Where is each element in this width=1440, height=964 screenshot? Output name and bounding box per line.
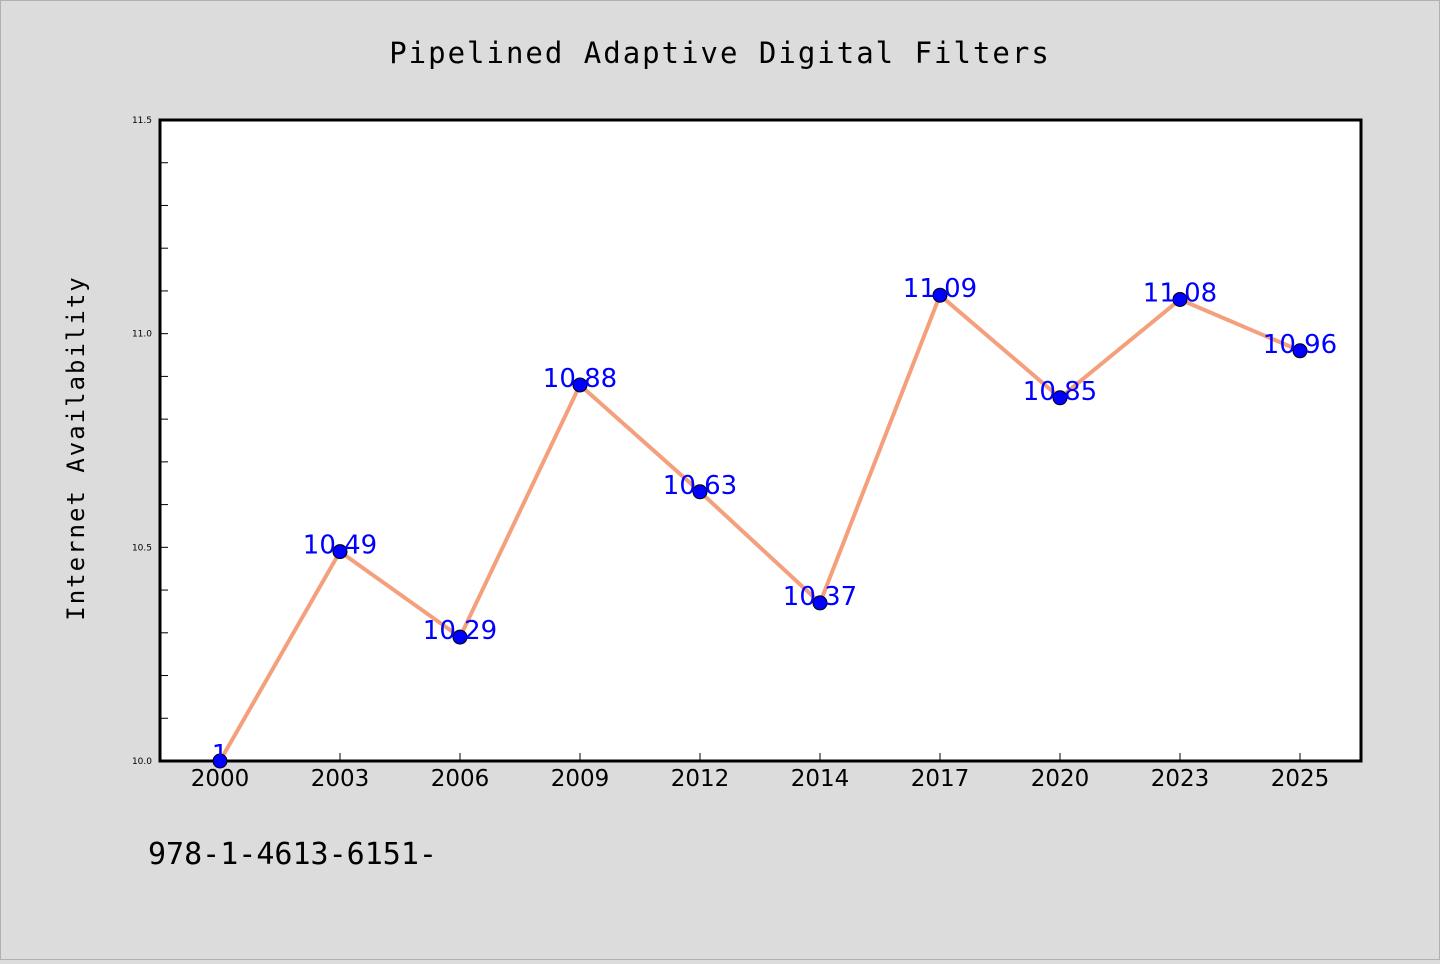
data-point [452, 629, 468, 645]
data-point [1172, 291, 1188, 307]
x-tick-label: 2014 [791, 766, 850, 792]
x-axis: 2000 2003 2006 2009 2012 2014 2017 2020 2023 2025 [191, 753, 1330, 792]
data-label: 10.85 [1023, 377, 1097, 407]
data-label: 10.29 [423, 616, 497, 646]
y-axis-label: Internet Availability [62, 275, 90, 620]
y-tick-label: 11.5 [132, 116, 152, 126]
data-point [932, 287, 948, 303]
y-axis: 10.0 10.5 11.0 11.5 [132, 116, 168, 767]
data-point [1052, 390, 1068, 406]
y-tick-label: 10.5 [132, 543, 152, 553]
data-label: 10.96 [1263, 330, 1337, 360]
data-point [212, 753, 228, 769]
series-line [218, 293, 1302, 763]
plot-area [158, 118, 1363, 763]
data-label: 11.08 [1143, 278, 1217, 308]
x-tick-label: 2009 [551, 766, 610, 792]
chart-title: Pipelined Adaptive Digital Filters [389, 36, 1051, 70]
y-tick-label: 10.0 [132, 757, 152, 767]
data-point [572, 377, 588, 393]
y-tick-label: 11.0 [132, 330, 152, 340]
x-tick-label: 2017 [911, 766, 970, 792]
series-markers [212, 287, 1308, 769]
data-point [692, 484, 708, 500]
series-polyline [218, 293, 1302, 763]
x-tick-label: 2020 [1031, 766, 1090, 792]
data-label: 1 [212, 740, 229, 770]
data-label: 10.49 [303, 531, 377, 561]
data-label: 10.88 [543, 364, 617, 394]
data-labels: 1 10.49 10.29 10.88 10.63 10.37 11.09 10.85 11.0… [212, 274, 1337, 770]
data-point [332, 544, 348, 560]
data-label: 10.63 [663, 471, 737, 501]
x-tick-label: 2012 [671, 766, 730, 792]
data-label: 10.37 [783, 582, 857, 612]
x-tick-label: 2025 [1271, 766, 1330, 792]
footer-text: 978-1-4613-6151- [148, 837, 437, 872]
data-label: 11.09 [903, 274, 977, 304]
x-tick-label: 2003 [311, 766, 370, 792]
x-tick-label: 2006 [431, 766, 490, 792]
data-point [1292, 343, 1308, 359]
x-tick-label: 2023 [1151, 766, 1210, 792]
data-point [812, 595, 828, 611]
x-tick-label: 2000 [191, 766, 250, 792]
